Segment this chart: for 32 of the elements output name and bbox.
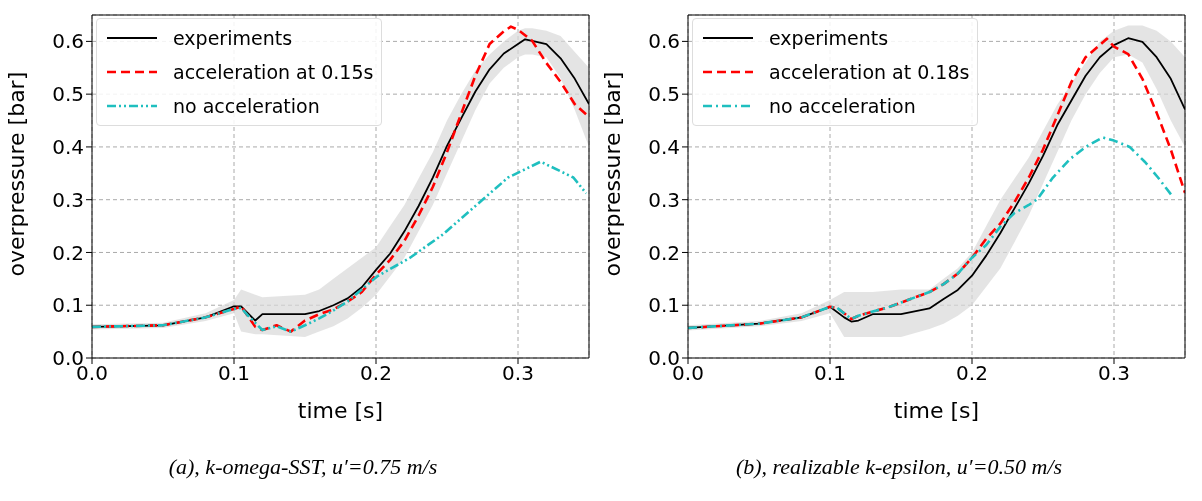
legend-label: experiments [769, 27, 889, 49]
legend-label: experiments [173, 27, 293, 49]
legend-label: no acceleration [173, 95, 320, 117]
line-series [92, 160, 588, 333]
x-tick-label: 0.3 [502, 361, 534, 386]
legend-label: acceleration at 0.18s [769, 61, 970, 83]
x-tick-label: 0.2 [360, 361, 392, 386]
x-tick-label: 0.3 [1098, 361, 1130, 386]
y-tick-label: 0.5 [648, 82, 680, 107]
y-tick-label: 0.1 [52, 293, 84, 318]
y-axis-title: overpressure [bar] [3, 71, 29, 277]
y-tick-label: 0.1 [648, 293, 680, 318]
y-axis-title: overpressure [bar] [599, 71, 625, 277]
line-series [688, 136, 1174, 330]
x-axis-title: time [s] [297, 398, 384, 423]
text: (b), realizable k-epsilon, u′=0.50 m/s [734, 454, 1064, 480]
text: (a), k-omega-SST, u′=0.75 m/s [167, 454, 439, 480]
legend-label: acceleration at 0.15s [173, 61, 374, 83]
legend-label: no acceleration [769, 95, 916, 117]
y-tick-label: 0.6 [648, 29, 680, 54]
y-tick-label: 0.2 [52, 240, 84, 265]
x-tick-label: 0.1 [814, 361, 846, 386]
y-tick-label: 0.6 [52, 29, 84, 54]
x-tick-label: 0.2 [956, 361, 988, 386]
y-tick-label: 0.2 [648, 240, 680, 265]
y-tick-label: 0.5 [52, 82, 84, 107]
y-tick-label: 0.3 [52, 187, 84, 212]
x-tick-label: 0.1 [218, 361, 250, 386]
y-tick-label: 0.4 [52, 135, 84, 160]
y-tick-label: 0.3 [648, 187, 680, 212]
y-tick-label: 0.4 [648, 135, 680, 160]
x-axis-title: time [s] [893, 398, 980, 423]
